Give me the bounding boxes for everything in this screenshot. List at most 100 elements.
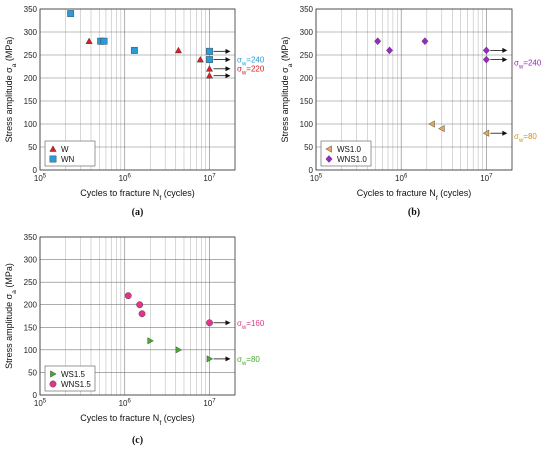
legend-marker [49,145,57,152]
x-tick-label: 106 [119,174,132,184]
runout-arrow-head [225,356,231,362]
legend-marker [49,155,57,163]
data-point [386,46,394,55]
runout-arrow-head [502,130,508,136]
runout-arrow-head [225,320,231,326]
x-tick-label: 105 [34,399,47,409]
chart-panel-3: 105 106 107 0 50 100 150 200 250 300 350 Cycles to … [4,233,265,446]
fatigue-limit-label: σw=220 [237,64,265,76]
data-point [206,355,214,363]
data-point [205,65,214,72]
legend-label: WS1.0 [337,145,362,154]
data-point [482,55,490,64]
runout-arrow-head [225,66,231,72]
y-axis-label: Stress amplitude σa (MPa) [280,37,294,143]
y-tick-label: 350 [24,233,38,242]
data-point [85,37,93,44]
plot-frame [315,8,513,171]
y-tick-label: 0 [33,166,38,175]
x-tick-label: 107 [480,174,493,184]
y-tick-label: 0 [33,391,38,400]
y-tick-label: 150 [24,97,38,106]
fatigue-limit-label: σw=160 [237,319,265,331]
x-axis-label: Cycles to fracture Nf (cycles) [357,188,471,202]
runout-arrow-head [225,57,231,63]
fatigue-limit-label: σw=240 [514,58,542,70]
x-tick-label: 105 [34,174,47,184]
data-point [482,129,490,137]
data-point [206,47,213,55]
panel-label: (c) [132,435,143,446]
y-tick-label: 150 [24,323,38,332]
y-tick-label: 250 [300,51,314,60]
data-point [482,46,490,55]
y-tick-label: 200 [24,74,38,83]
fatigue-limit-label: σw=240 [237,56,265,68]
runout-arrow-head [502,47,508,53]
data-point [131,47,138,54]
data-point [175,346,183,354]
plot-frame [39,8,236,171]
runout-arrow-head [225,48,231,54]
data-point [206,319,213,327]
y-tick-label: 0 [309,166,314,175]
data-point [67,10,75,17]
y-tick-label: 50 [28,143,37,152]
y-tick-label: 300 [24,256,38,265]
x-tick-label: 107 [203,399,216,409]
data-point [205,72,214,79]
legend-marker [325,145,332,153]
x-tick-label: 106 [395,174,408,184]
legend-marker [50,370,57,378]
y-tick-label: 100 [24,120,38,129]
data-point [124,292,132,300]
panel-label: (a) [132,207,144,218]
legend-label: WNS1.0 [337,155,367,164]
y-tick-label: 350 [300,5,314,14]
y-tick-label: 300 [24,28,38,37]
data-point [438,125,445,133]
data-point [196,55,204,63]
y-tick-label: 100 [300,120,314,129]
data-point [206,56,213,63]
fatigue-limit-label: σw=80 [514,132,537,144]
y-tick-label: 300 [300,28,314,37]
y-tick-label: 150 [300,97,314,106]
panel-label: (b) [408,207,420,218]
data-point [100,37,108,45]
data-point [174,46,182,54]
data-point [374,37,382,46]
x-tick-label: 107 [203,174,216,184]
fatigue-limit-label: σw=80 [237,355,260,367]
x-tick-label: 105 [310,174,323,184]
x-axis-label: Cycles to fracture Nf (cycles) [80,188,194,202]
data-point [138,310,146,318]
runout-arrow-head [502,57,508,63]
data-point [428,120,435,128]
x-axis-label: Cycles to fracture Nf (cycles) [80,413,194,427]
chart-panel-1: 105 106 107 0 50 100 150 200 250 300 350 Cycles to … [4,5,265,218]
legend-marker [325,155,333,163]
legend-label: WNS1.5 [61,380,91,389]
data-point [421,37,429,46]
x-tick-label: 106 [119,399,132,409]
legend-marker [49,380,57,388]
y-axis-label: Stress amplitude σa (MPa) [4,37,18,143]
y-axis-label: Stress amplitude σa (MPa) [4,263,18,369]
plot-frame [39,236,236,396]
y-tick-label: 50 [304,143,313,152]
legend-label: WS1.5 [61,370,86,379]
y-tick-label: 200 [300,74,314,83]
y-tick-label: 50 [28,368,37,377]
y-tick-label: 100 [24,346,38,355]
data-point [136,301,144,309]
y-tick-label: 350 [24,5,38,14]
y-tick-label: 250 [24,51,38,60]
data-point [147,337,154,345]
legend-label: W [61,145,69,154]
runout-arrow-head [225,73,231,79]
legend-label: WN [61,155,75,164]
chart-panel-2: 105 106 107 0 50 100 150 200 250 300 350 Cycles to … [280,5,542,218]
y-tick-label: 250 [24,278,38,287]
